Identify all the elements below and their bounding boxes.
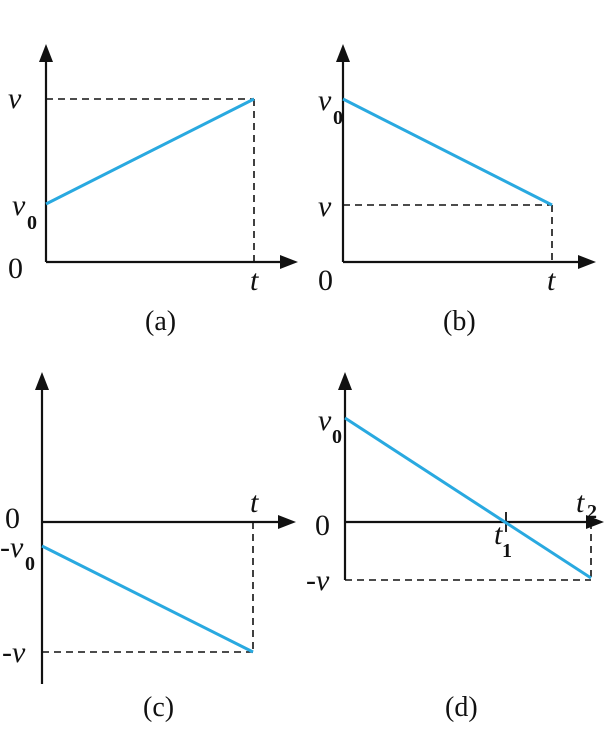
panel-a-t-label: t (250, 264, 259, 297)
panel-a-v0-label: v (12, 189, 26, 222)
panel-b: v 0 v 0 t (b) (318, 44, 596, 337)
panel-c-x-arrow-icon (278, 515, 296, 529)
panel-d-neg-v-label: -v (306, 564, 330, 597)
panel-d-t1-subscript: 1 (502, 540, 512, 562)
panel-a-origin-label: 0 (8, 252, 23, 285)
panel-a-v0-subscript: 0 (27, 212, 37, 234)
panel-d: v 0 0 -v t 1 t 2 (d) (306, 372, 604, 723)
panel-d-origin-label: 0 (315, 509, 330, 542)
panel-a-caption: (a) (145, 306, 176, 337)
panel-d-v0-subscript: 0 (332, 426, 342, 448)
panel-d-t2-subscript: 2 (587, 501, 597, 523)
panel-d-t1-label: t (494, 518, 503, 551)
panel-a: v v 0 0 t (a) (8, 44, 298, 337)
panel-c-caption: (c) (143, 692, 174, 723)
panel-a-v-label: v (8, 82, 22, 115)
panel-b-origin-label: 0 (318, 264, 333, 297)
panel-c-neg-v0-label: -v (0, 531, 24, 564)
panel-d-y-arrow-icon (338, 372, 352, 390)
panel-d-caption: (d) (445, 692, 478, 723)
panel-b-v0-subscript: 0 (333, 107, 343, 129)
panel-a-x-arrow-icon (280, 255, 298, 269)
panel-c: t 0 -v 0 -v (c) (0, 372, 296, 723)
panel-b-x-arrow-icon (578, 255, 596, 269)
panel-c-y-arrow-icon (35, 372, 49, 390)
panel-d-velocity-line (344, 416, 592, 580)
panel-b-v0-label: v (318, 84, 332, 117)
panel-d-t2-label: t (576, 486, 585, 519)
panel-b-v-label: v (318, 190, 332, 223)
panel-b-t-label: t (547, 264, 556, 297)
panel-d-v0-label: v (318, 404, 332, 437)
panel-c-t-label: t (250, 486, 259, 519)
panel-c-neg-v0-subscript: 0 (25, 553, 35, 575)
panel-b-velocity-line (342, 97, 553, 207)
panel-a-velocity-line (45, 97, 255, 206)
panel-c-neg-v-label: -v (2, 636, 26, 669)
panel-c-origin-label: 0 (5, 502, 20, 535)
panel-b-caption: (b) (443, 306, 476, 337)
panel-a-y-arrow-icon (39, 44, 53, 62)
panel-b-y-arrow-icon (336, 44, 350, 62)
panel-c-velocity-line (41, 544, 254, 654)
